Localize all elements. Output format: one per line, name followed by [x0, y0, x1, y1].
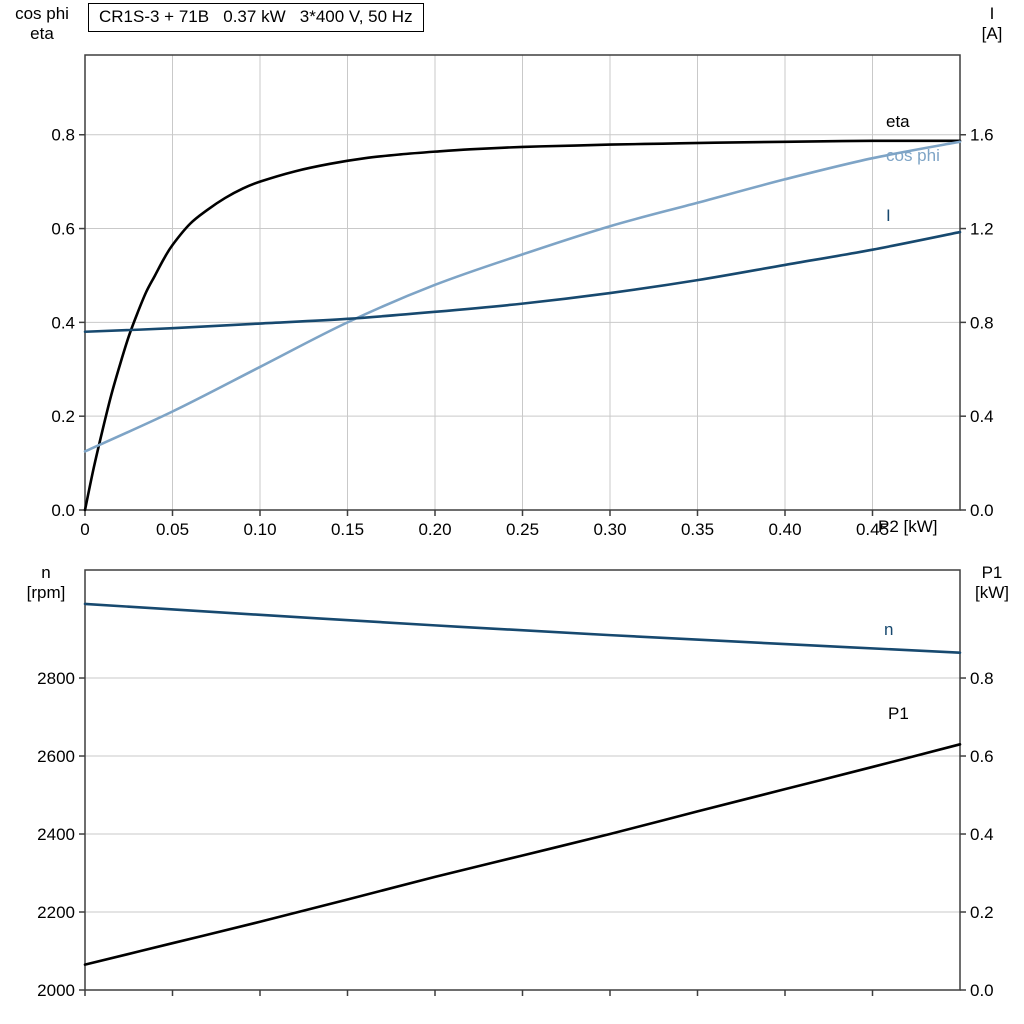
x-axis-label-p2: P2 [kW]: [878, 517, 938, 536]
svg-text:0.45: 0.45: [856, 520, 889, 539]
svg-text:1.6: 1.6: [970, 126, 994, 145]
axis-label-kw-unit: [kW]: [975, 583, 1009, 602]
svg-text:0: 0: [80, 520, 89, 539]
svg-text:0.15: 0.15: [331, 520, 364, 539]
svg-text:0.4: 0.4: [51, 313, 75, 332]
svg-text:0.40: 0.40: [768, 520, 801, 539]
svg-text:2600: 2600: [37, 747, 75, 766]
svg-text:0.8: 0.8: [970, 669, 994, 688]
curve-label-cos-phi: cos phi: [886, 146, 940, 165]
axis-label-eta: eta: [30, 24, 54, 43]
svg-text:0.05: 0.05: [156, 520, 189, 539]
svg-text:0.2: 0.2: [970, 903, 994, 922]
axis-label-current-unit: [A]: [981, 24, 1003, 43]
svg-text:0.8: 0.8: [51, 126, 75, 145]
curve-label-i: I: [886, 206, 891, 225]
axis-label-p1: P1: [981, 563, 1003, 582]
svg-text:0.10: 0.10: [243, 520, 276, 539]
top-right-axis-label: I [A]: [966, 4, 1018, 44]
svg-text:0.20: 0.20: [418, 520, 451, 539]
svg-text:0.30: 0.30: [593, 520, 626, 539]
svg-text:2400: 2400: [37, 825, 75, 844]
bottom-right-axis-label: P1 [kW]: [964, 563, 1020, 603]
svg-text:0.6: 0.6: [970, 747, 994, 766]
svg-text:0.8: 0.8: [970, 313, 994, 332]
chart-title-box: CR1S-3 + 71B 0.37 kW 3*400 V, 50 Hz: [88, 3, 424, 32]
svg-text:0.35: 0.35: [681, 520, 714, 539]
svg-text:0.4: 0.4: [970, 825, 994, 844]
curve-label-eta: eta: [886, 112, 910, 131]
svg-text:0.6: 0.6: [51, 220, 75, 239]
top-left-axis-label: cos phi eta: [4, 4, 80, 44]
axis-label-rpm-unit: [rpm]: [26, 583, 66, 602]
curve-label-p1: P1: [888, 704, 909, 723]
svg-text:2800: 2800: [37, 669, 75, 688]
bottom-left-axis-label: n [rpm]: [14, 563, 78, 603]
svg-text:0.0: 0.0: [970, 501, 994, 520]
svg-text:0.0: 0.0: [970, 981, 994, 1000]
axis-label-n: n: [41, 563, 51, 582]
svg-text:1.2: 1.2: [970, 220, 994, 239]
svg-text:0.0: 0.0: [51, 501, 75, 520]
svg-text:0.4: 0.4: [970, 407, 994, 426]
svg-text:0.25: 0.25: [506, 520, 539, 539]
svg-text:2000: 2000: [37, 981, 75, 1000]
svg-text:0.2: 0.2: [51, 407, 75, 426]
axis-label-cos-phi: cos phi: [15, 4, 69, 23]
axis-label-current: I: [989, 4, 995, 23]
svg-text:2200: 2200: [37, 903, 75, 922]
curve-label-n: n: [884, 620, 894, 639]
